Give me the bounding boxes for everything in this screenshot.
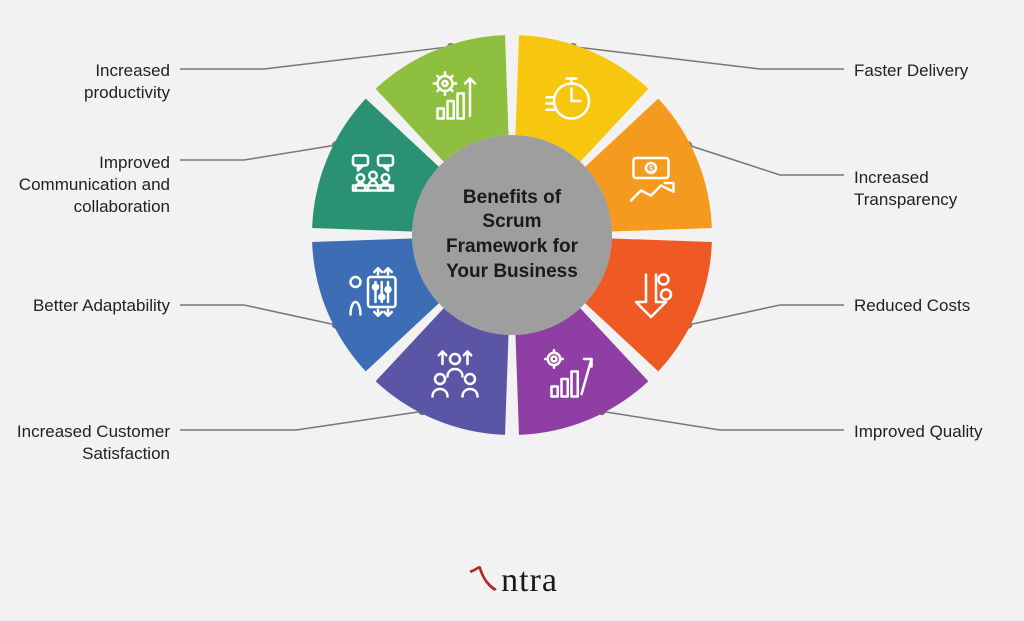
brand-accent: ㄟ	[466, 562, 501, 599]
label-increased-transparency: Increased Transparency	[854, 167, 1014, 211]
money-chart-icon: $	[621, 148, 681, 208]
label-reduced-costs: Reduced Costs	[854, 295, 1014, 317]
label-customer-satisfaction: Increased Customer Satisfaction	[0, 421, 170, 465]
svg-text:$: $	[648, 163, 653, 173]
sliders-icon	[343, 262, 403, 322]
brand-text: ntra	[501, 562, 558, 599]
people-up-icon	[425, 344, 485, 404]
label-faster-delivery: Faster Delivery	[854, 60, 1014, 82]
infographic-stage: Benefits of Scrum Framework for Your Bus…	[0, 0, 1024, 621]
brand-logo: ㄟntra	[0, 552, 1024, 601]
center-circle: Benefits of Scrum Framework for Your Bus…	[412, 135, 612, 335]
gear-bars-icon	[425, 66, 485, 126]
stopwatch-icon	[539, 66, 599, 126]
label-improved-quality: Improved Quality	[854, 421, 1014, 443]
label-improved-communication: Improved Communication and collaboration	[10, 152, 170, 218]
label-increased-productivity: Increased productivity	[10, 60, 170, 104]
benefits-wheel: Benefits of Scrum Framework for Your Bus…	[312, 35, 712, 435]
label-better-adaptability: Better Adaptability	[10, 295, 170, 317]
meeting-icon	[343, 148, 403, 208]
percent-down-icon	[621, 262, 681, 322]
growth-icon	[539, 344, 599, 404]
center-title: Benefits of Scrum Framework for Your Bus…	[434, 186, 590, 285]
